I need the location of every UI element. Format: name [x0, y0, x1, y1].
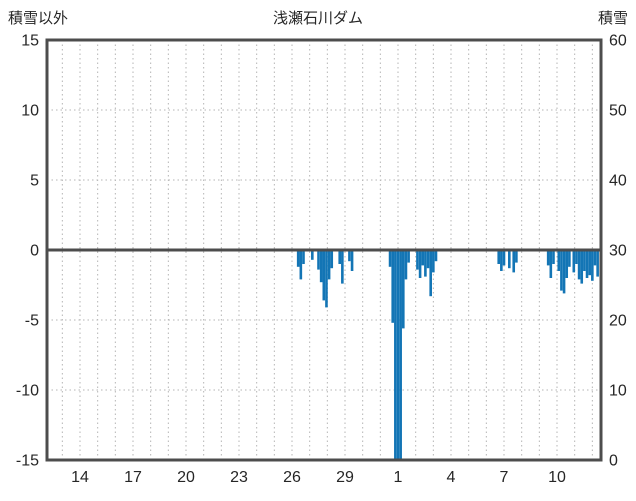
bar: [402, 250, 405, 329]
bar: [317, 250, 320, 270]
bar: [311, 250, 314, 260]
y-right-tick-label: 0: [609, 453, 618, 470]
bar: [418, 250, 422, 278]
y-left-tick-label: -15: [16, 453, 39, 470]
y-right-tick-label: 10: [609, 383, 627, 400]
y-right-tick-label: 60: [609, 33, 627, 50]
bar: [325, 250, 328, 308]
bar: [429, 250, 432, 297]
y-left-tick-labels: 15 10 5 0 -5 -10 -15: [16, 33, 39, 470]
bar: [585, 250, 589, 278]
bar: [596, 250, 599, 277]
bar: [508, 250, 511, 269]
bar: [350, 250, 354, 271]
bar: [338, 250, 342, 264]
bar: [572, 250, 576, 273]
right-axis-title: 積雪: [597, 10, 628, 27]
y-right-tick-label: 50: [609, 103, 627, 120]
bar: [341, 250, 344, 284]
bar: [588, 250, 591, 276]
y-left-tick-label: 15: [21, 33, 39, 50]
bar: [552, 250, 555, 264]
y-left-tick-label: 5: [30, 173, 39, 190]
plot-border: [45, 38, 603, 462]
bars: [296, 250, 599, 460]
bar: [327, 250, 331, 280]
y-left-tick-label: -10: [16, 383, 39, 400]
bar: [391, 250, 395, 323]
x-tick-label: 26: [283, 469, 301, 486]
bar: [583, 250, 586, 271]
x-tick-label: 29: [336, 469, 354, 486]
y-right-tick-labels: 60 50 40 30 20 10 0: [609, 33, 627, 470]
bar: [426, 250, 430, 269]
bar: [549, 250, 553, 278]
bar: [580, 250, 584, 284]
bar: [568, 250, 571, 267]
bar: [500, 250, 503, 271]
bar: [512, 250, 516, 273]
bar: [416, 250, 419, 270]
x-tick-label: 14: [71, 469, 89, 486]
x-tick-label: 10: [548, 469, 566, 486]
bar: [515, 250, 518, 263]
y-right-tick-label: 30: [609, 243, 627, 260]
chart-title: 浅瀬石川ダム: [272, 10, 363, 27]
bar: [299, 250, 303, 280]
bar: [432, 250, 435, 273]
x-tick-label: 7: [500, 469, 509, 486]
left-axis-title: 積雪以外: [8, 10, 69, 27]
bar: [577, 250, 581, 280]
bar: [434, 250, 438, 262]
bar: [396, 250, 400, 460]
x-tick-label: 23: [230, 469, 248, 486]
bar: [322, 250, 326, 301]
bar: [560, 250, 563, 291]
bar: [502, 250, 506, 266]
bar: [562, 250, 566, 294]
bar: [302, 250, 305, 264]
bar: [565, 250, 569, 278]
bar: [575, 250, 578, 264]
y-left-tick-label: 0: [30, 243, 39, 260]
bar: [388, 250, 392, 267]
bar: [421, 250, 425, 266]
x-tick-labels: 14 17 20 23 26 29 1 4 7 10: [71, 469, 566, 486]
y-right-tick-label: 20: [609, 313, 627, 330]
y-left-tick-label: 10: [21, 103, 39, 120]
bar: [497, 250, 501, 264]
bar: [546, 250, 550, 266]
x-tick-label: 4: [447, 469, 456, 486]
bar: [296, 250, 300, 267]
bar: [407, 250, 410, 263]
bar: [404, 250, 408, 280]
x-tick-label: 20: [177, 469, 195, 486]
bar: [424, 250, 427, 277]
x-tick-label: 17: [124, 469, 142, 486]
bar: [399, 250, 402, 460]
bar: [348, 250, 351, 262]
bar: [593, 250, 597, 266]
bar: [319, 250, 323, 283]
bar: [591, 250, 594, 281]
bar: [557, 250, 561, 271]
y-right-tick-label: 40: [609, 173, 627, 190]
bar: [330, 250, 334, 269]
y-left-tick-label: -5: [25, 313, 39, 330]
bar: [394, 250, 397, 460]
x-tick-label: 1: [394, 469, 403, 486]
